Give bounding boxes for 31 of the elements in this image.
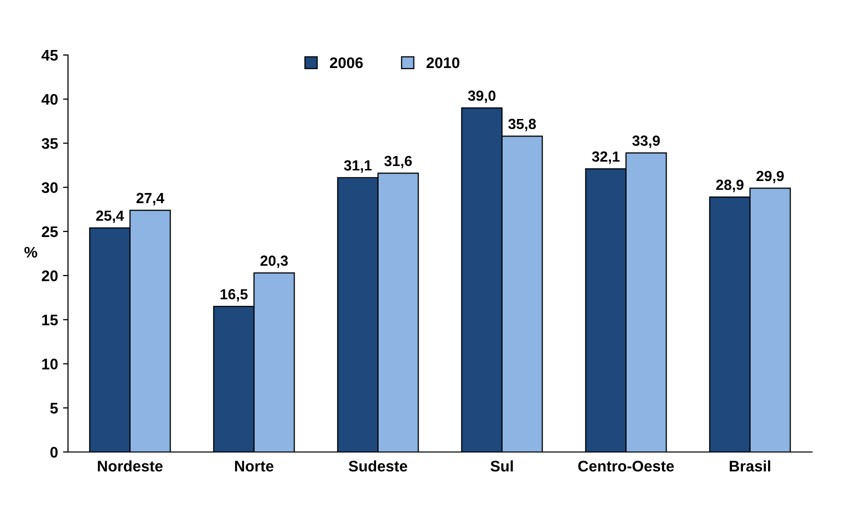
y-tick-label: 40 [42, 94, 58, 105]
x-tick-label: Nordeste [98, 460, 163, 472]
data-label: 31,6 [384, 156, 412, 168]
y-tick-label: 10 [42, 358, 58, 370]
data-label: 28,9 [716, 180, 744, 192]
data-label: 31,1 [344, 160, 372, 173]
data-label: 29,9 [756, 170, 784, 184]
data-label: 35,8 [508, 118, 536, 132]
legend-label: 2010 [426, 57, 460, 68]
x-tick-label: Norte [235, 460, 274, 472]
y-tick-label: 15 [42, 314, 58, 326]
data-label: 39,0 [468, 90, 496, 103]
y-tick-label: 35 [42, 138, 58, 149]
legend-label: 2006 [330, 57, 363, 68]
data-label: 20,3 [260, 256, 288, 268]
data-label: 33,9 [632, 136, 660, 148]
y-tick-label: 0 [50, 446, 58, 458]
data-label: 27,4 [136, 192, 164, 206]
y-tick-label: 25 [42, 226, 58, 238]
x-tick-label: Brasil [730, 460, 770, 472]
data-label: 32,1 [592, 151, 620, 164]
x-tick-label: Centro-Oeste [578, 460, 674, 472]
y-tick-label: 5 [50, 402, 58, 414]
y-tick-label: 45 [42, 50, 58, 61]
x-tick-label: Sul [490, 460, 513, 472]
data-label: 16,5 [220, 289, 248, 302]
x-tick-label: Sudeste [348, 460, 408, 472]
data-label: 25,4 [96, 210, 124, 223]
y-tick-label: 20 [42, 270, 58, 282]
y-tick-label: 30 [42, 182, 58, 194]
y-axis-title: % [24, 246, 38, 258]
